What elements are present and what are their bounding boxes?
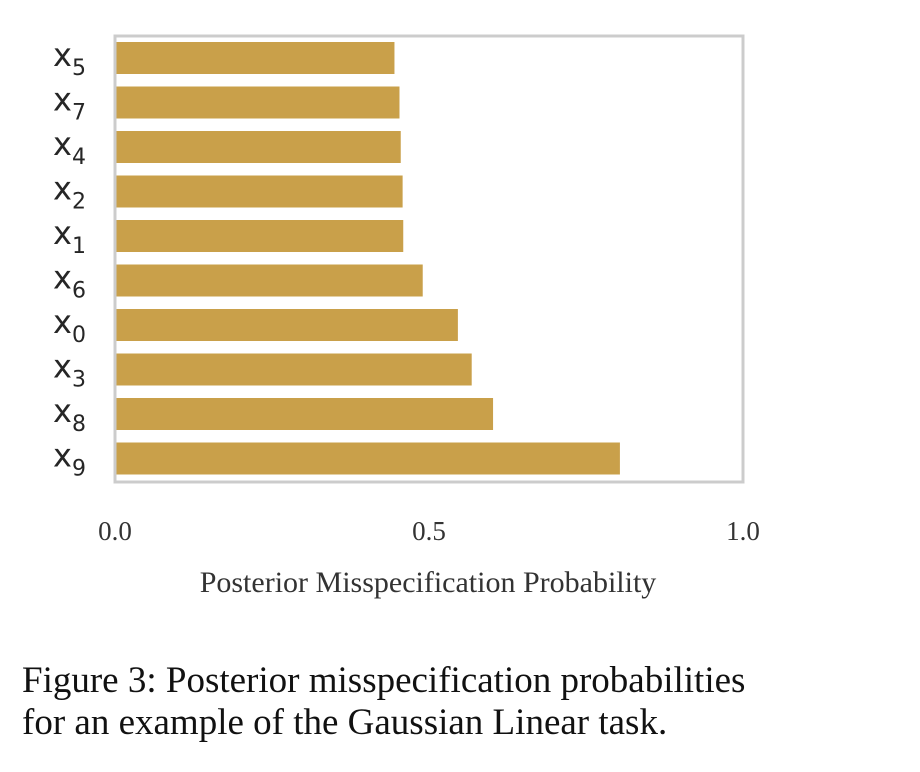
y-tick-label-x_6: x6 <box>53 259 86 304</box>
bar-x_8 <box>115 398 494 430</box>
bar-x_5 <box>115 42 395 74</box>
y-tick-label-x_9: x9 <box>53 437 86 482</box>
bar-x_7 <box>115 86 400 119</box>
bar-x_3 <box>115 353 472 386</box>
y-tick-label-x_7: x7 <box>53 81 86 126</box>
x-axis-title: Posterior Misspecification Probability <box>200 566 657 599</box>
y-tick-label-x_4: x4 <box>53 125 86 170</box>
x-tick-label-0.0: 0.0 <box>98 516 132 546</box>
bars-layer <box>115 42 620 475</box>
caption-line-2: for an example of the Gaussian Linear ta… <box>22 702 668 743</box>
figure-caption: Figure 3: Posterior misspecification pro… <box>22 660 902 744</box>
y-tick-label-x_0: x0 <box>53 303 86 348</box>
y-tick-label-x_5: x5 <box>53 36 86 81</box>
y-tick-label-x_8: x8 <box>53 392 86 437</box>
y-tick-label-x_1: x1 <box>53 214 86 259</box>
bar-x_9 <box>115 442 620 475</box>
x-tick-label-1.0: 1.0 <box>726 516 760 546</box>
bar-x_6 <box>115 264 423 297</box>
bar-x_0 <box>115 309 458 341</box>
bar-x_1 <box>115 220 404 252</box>
y-tick-label-x_2: x2 <box>53 170 86 215</box>
y-tick-label-x_3: x3 <box>53 348 86 393</box>
x-tick-label-0.5: 0.5 <box>412 516 446 546</box>
x-tick-labels: 0.0 0.5 1.0 <box>98 516 760 546</box>
plot-frame <box>113 34 745 484</box>
bar-x_4 <box>115 131 401 163</box>
caption-line-1: Figure 3: Posterior misspecification pro… <box>22 660 746 701</box>
figure: x5 x7 x4 x2 x1 x6 x0 x3 x8 x9 0.0 0.5 1.0 Posterior… <box>53 34 760 599</box>
bar-x_2 <box>115 175 403 208</box>
